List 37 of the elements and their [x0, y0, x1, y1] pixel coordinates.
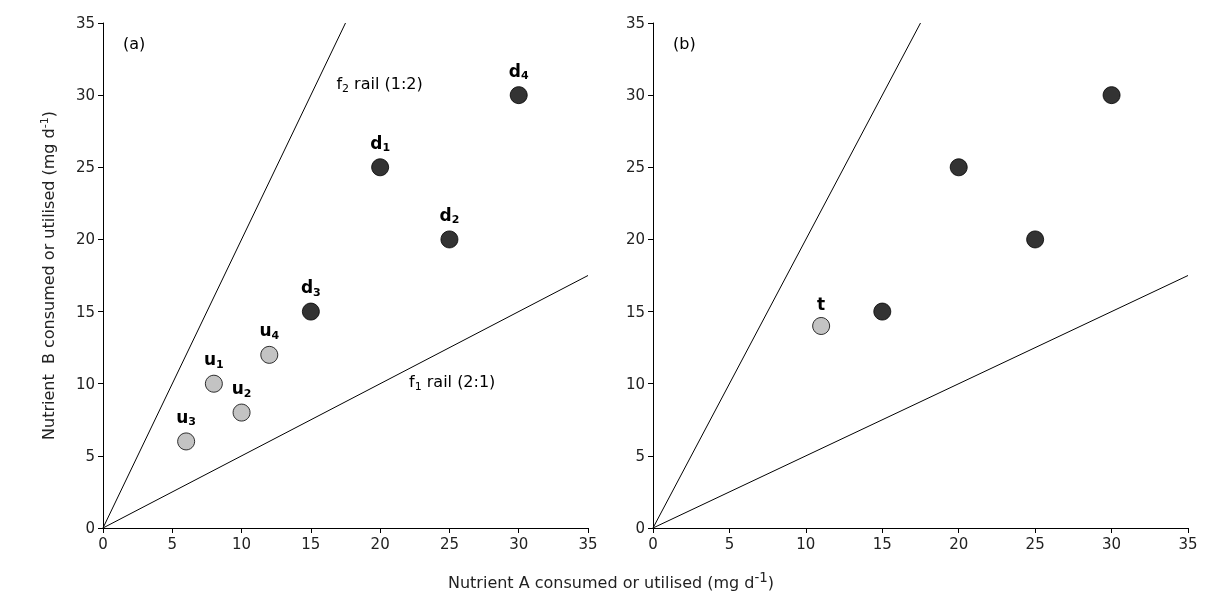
- x-tick-label: 35: [1178, 534, 1198, 553]
- y-tick-label: 35: [75, 14, 95, 32]
- x-tick-label: 20: [949, 534, 969, 553]
- y-tick-label: 20: [625, 230, 645, 249]
- x-tick-label: 10: [232, 534, 252, 553]
- x-tick-label: 30: [509, 534, 529, 553]
- x-tick-label: 5: [724, 534, 735, 553]
- y-tick-label: 15: [625, 302, 645, 321]
- y-axis-title: Nutrient B consumed or utilised (mg d-1): [38, 111, 58, 440]
- y-tick-label: 0: [85, 519, 95, 537]
- y-tick-label: 30: [75, 86, 95, 105]
- y-tick-label: 5: [85, 446, 95, 465]
- y-tick-label: 5: [635, 446, 645, 465]
- x-tick-label: 15: [301, 534, 321, 553]
- x-tick-label: 0: [98, 534, 108, 553]
- x-tick-label: 5: [167, 534, 178, 553]
- x-tick-label: 25: [439, 534, 459, 553]
- x-tick-label: 35: [578, 534, 598, 553]
- y-tick-label: 15: [75, 302, 95, 321]
- x-tick-label: 0: [648, 534, 658, 553]
- annotation: (b): [673, 33, 696, 53]
- x-tick-label: 15: [872, 534, 892, 553]
- x-tick-label: 25: [1025, 534, 1045, 553]
- y-tick-label: 0: [635, 519, 645, 537]
- x-tick-label: 20: [370, 534, 390, 553]
- x-axis-title: Nutrient A consumed or utilised (mg d$^{-1}$): [446, 570, 776, 593]
- y-tick-label: 35: [625, 14, 645, 32]
- x-tick-label: 30: [1102, 534, 1122, 553]
- y-tick-label: 20: [75, 230, 95, 249]
- annotation: (a): [123, 33, 146, 53]
- y-tick-label: 10: [75, 374, 95, 393]
- y-tick-label: 25: [75, 158, 95, 177]
- y-tick-label: 10: [625, 374, 645, 393]
- y-tick-label: 25: [625, 158, 645, 177]
- y-tick-label: 30: [625, 86, 645, 105]
- annotation: t: [817, 293, 826, 314]
- x-tick-label: 10: [796, 534, 816, 553]
